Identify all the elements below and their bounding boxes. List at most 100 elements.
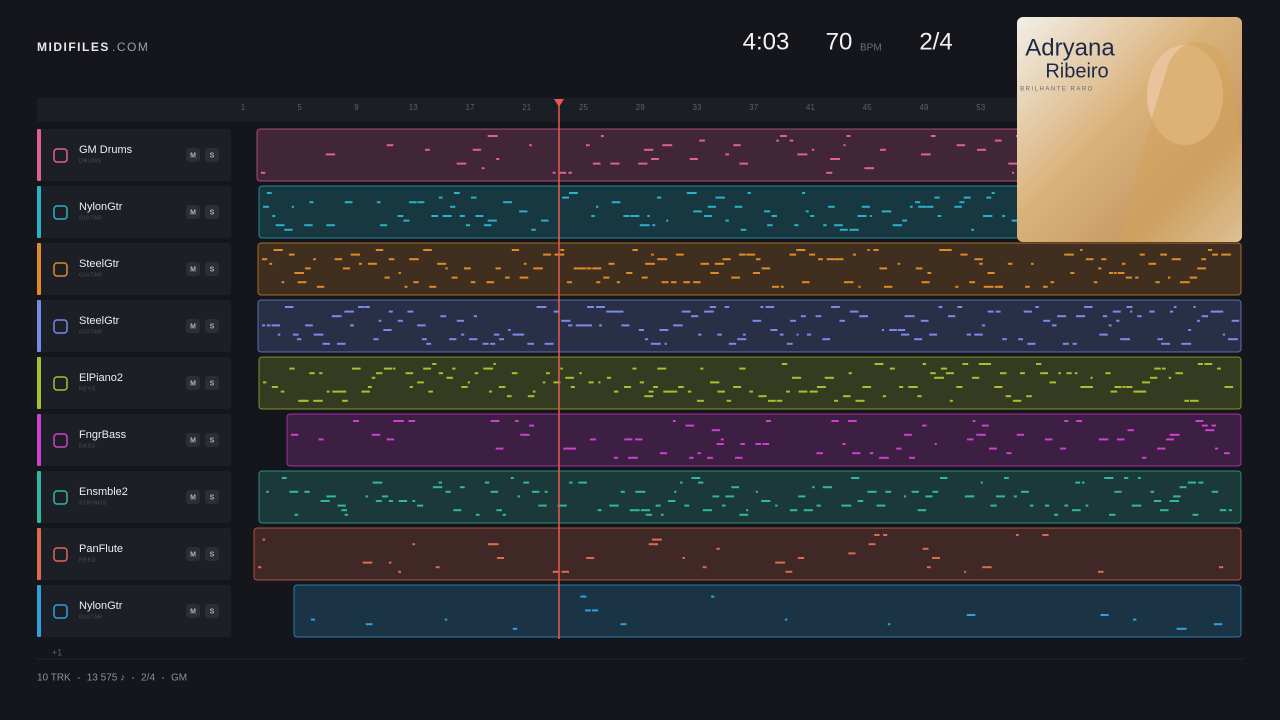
note <box>337 504 346 507</box>
track-header[interactable] <box>37 471 231 523</box>
note <box>453 509 462 512</box>
note <box>1173 306 1177 308</box>
note <box>1201 315 1208 318</box>
ruler-label: 9 <box>354 103 359 112</box>
note <box>1231 319 1240 322</box>
note <box>1008 162 1018 165</box>
note <box>770 329 778 331</box>
note <box>1162 367 1166 370</box>
note <box>603 276 610 279</box>
note <box>529 144 532 147</box>
mute-button[interactable] <box>186 262 200 276</box>
note <box>794 224 799 227</box>
mute-button[interactable] <box>186 547 200 561</box>
note <box>325 153 336 156</box>
solo-button[interactable] <box>205 319 219 333</box>
mute-label: M <box>190 323 196 330</box>
note <box>800 315 806 318</box>
solo-button[interactable] <box>205 490 219 504</box>
note <box>831 306 840 308</box>
note <box>423 249 432 251</box>
notes <box>310 595 1223 630</box>
note <box>672 420 676 422</box>
playhead-handle[interactable] <box>554 99 564 107</box>
solo-button[interactable] <box>205 376 219 390</box>
note <box>864 167 875 170</box>
note <box>859 315 868 318</box>
note <box>350 253 360 256</box>
mute-button[interactable] <box>186 205 200 219</box>
note <box>1148 262 1157 265</box>
note <box>1031 262 1034 265</box>
note <box>460 486 465 489</box>
mute-button[interactable] <box>186 148 200 162</box>
note <box>1070 272 1075 274</box>
notes <box>262 306 1240 345</box>
solo-button[interactable] <box>205 604 219 618</box>
note <box>798 390 808 393</box>
note <box>586 267 592 270</box>
note <box>412 500 416 502</box>
solo-button[interactable] <box>205 262 219 276</box>
mute-button[interactable] <box>186 319 200 333</box>
track-header[interactable] <box>37 585 231 637</box>
note <box>1099 333 1108 336</box>
track-header[interactable] <box>37 300 231 352</box>
solo-label: S <box>210 608 215 615</box>
note <box>709 306 716 308</box>
note <box>527 342 534 345</box>
note <box>510 477 514 479</box>
note <box>760 306 764 308</box>
note <box>1133 618 1137 621</box>
note <box>802 192 806 194</box>
note <box>932 557 940 559</box>
track-header[interactable] <box>37 243 231 295</box>
track-header[interactable] <box>37 186 231 238</box>
note <box>1228 509 1232 512</box>
solo-button[interactable] <box>205 148 219 162</box>
note <box>538 504 547 507</box>
mute-button[interactable] <box>186 376 200 390</box>
note <box>371 376 376 379</box>
note <box>811 148 815 151</box>
mute-button[interactable] <box>186 490 200 504</box>
note <box>352 367 361 370</box>
note <box>927 566 931 569</box>
note <box>592 162 601 165</box>
note <box>376 201 381 204</box>
ruler-label: 53 <box>976 103 985 112</box>
note <box>319 372 323 375</box>
ruler-label: 49 <box>920 103 929 112</box>
mute-button[interactable] <box>186 433 200 447</box>
note <box>617 201 621 204</box>
solo-button[interactable] <box>205 433 219 447</box>
note <box>332 495 335 498</box>
note <box>446 376 453 379</box>
solo-button[interactable] <box>205 547 219 561</box>
note <box>807 333 812 336</box>
note <box>613 456 619 459</box>
note <box>285 306 294 308</box>
note <box>651 253 654 256</box>
track-header[interactable] <box>37 357 231 409</box>
note <box>693 210 702 213</box>
track-header[interactable] <box>37 129 231 181</box>
note <box>977 148 986 151</box>
note <box>775 504 778 507</box>
track-header[interactable] <box>37 414 231 466</box>
note <box>767 224 773 227</box>
note <box>855 399 865 402</box>
note <box>442 215 452 217</box>
note <box>483 224 492 227</box>
more-tracks[interactable]: +1 <box>52 647 62 657</box>
track-color <box>37 243 41 295</box>
note <box>1016 433 1025 436</box>
track-header[interactable] <box>37 528 231 580</box>
note <box>667 500 676 502</box>
mute-button[interactable] <box>186 604 200 618</box>
solo-button[interactable] <box>205 205 219 219</box>
note <box>425 148 430 151</box>
note <box>899 386 904 388</box>
note <box>999 285 1003 288</box>
note <box>716 443 724 445</box>
